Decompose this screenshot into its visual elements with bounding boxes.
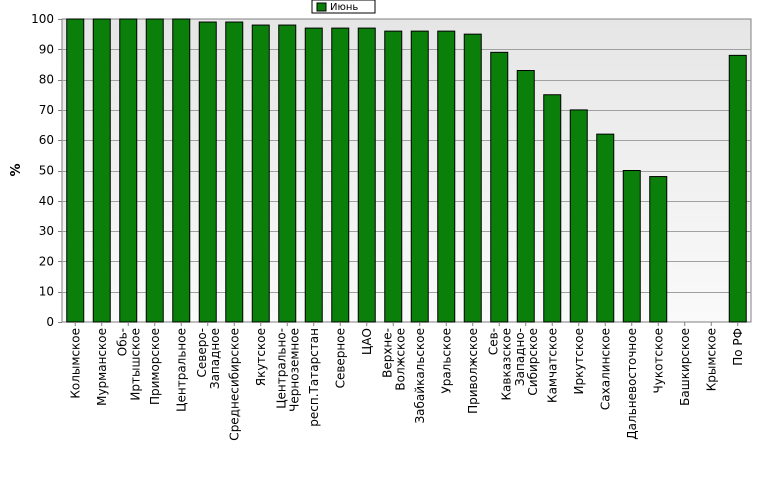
y-tick-label: 100 xyxy=(31,12,54,26)
bar xyxy=(172,18,191,323)
x-tick-label: Приморское xyxy=(148,328,162,405)
x-tick-label: Западно-Сибирское xyxy=(513,328,540,396)
x-tick-label: Дальневосточное xyxy=(625,328,639,440)
legend-swatch xyxy=(316,2,327,12)
bar xyxy=(145,18,164,323)
bar xyxy=(490,51,509,323)
bar xyxy=(66,18,85,323)
x-tick-label: Забайкальское xyxy=(413,328,427,424)
legend-label: Июнь xyxy=(330,2,358,13)
y-tick-label: 40 xyxy=(39,194,54,208)
y-tick-label: 60 xyxy=(39,133,54,147)
x-tick-label: Иркутское xyxy=(572,328,586,395)
bar xyxy=(569,109,588,323)
x-tick-label: Сев-Кавказское xyxy=(486,328,513,401)
x-tick-label: Крымское xyxy=(704,328,718,391)
bars xyxy=(66,18,747,323)
bar xyxy=(92,18,111,323)
x-tick-label: Обь-Иртышское xyxy=(115,328,142,401)
x-tick-label: Северо-Западное xyxy=(195,328,222,389)
y-axis-title: % xyxy=(9,163,24,176)
bar xyxy=(596,133,615,323)
bar xyxy=(463,33,482,323)
bar xyxy=(331,27,350,323)
bar xyxy=(251,24,270,323)
x-tick-label: Уральское xyxy=(439,328,453,394)
x-tick-label: Верхне-Волжское xyxy=(380,328,407,391)
x-tick-label: Северное xyxy=(333,328,347,388)
legend-box xyxy=(311,0,376,14)
x-tick-label: Башкирское xyxy=(678,328,692,406)
y-tick-label: 0 xyxy=(46,315,54,329)
y-tick-label: 10 xyxy=(39,285,54,299)
y-tick-label: 70 xyxy=(39,103,54,117)
x-tick-label: Чукотское xyxy=(651,328,665,393)
x-tick-label: Сахалинское xyxy=(598,328,612,410)
x-axis-labels: Колымское Мурманское Обь-Иртышское Приморск… xyxy=(68,322,745,441)
y-axis-ticks: 0 10 20 30 40 50 60 70 80 90 100 xyxy=(31,12,62,329)
y-tick-label: 30 xyxy=(39,224,54,238)
x-tick-label: Среднесибирское xyxy=(227,328,241,441)
x-tick-label: Камчатское xyxy=(545,328,559,403)
legend: Июнь xyxy=(311,0,376,14)
x-tick-label: ЦАО xyxy=(360,328,374,355)
bar xyxy=(304,27,323,323)
y-tick-label: 90 xyxy=(39,42,54,56)
bar xyxy=(516,70,535,323)
bar xyxy=(410,30,429,323)
bar xyxy=(543,94,562,323)
x-tick-label: респ.Татарстан xyxy=(307,328,321,427)
x-tick-label: Колымское xyxy=(68,328,82,399)
bar xyxy=(357,27,376,323)
x-tick-label: Якутское xyxy=(254,328,268,386)
x-tick-label: Мурманское xyxy=(95,328,109,406)
x-tick-label: Центрально-Черноземное xyxy=(274,328,301,412)
bar xyxy=(119,18,138,323)
bar xyxy=(437,30,456,323)
x-tick-label: По РФ xyxy=(731,328,745,366)
bar xyxy=(384,30,403,323)
x-tick-label: Центральное xyxy=(174,328,188,412)
x-tick-label: Приволжское xyxy=(466,328,480,414)
y-tick-label: 20 xyxy=(39,254,54,268)
y-tick-label: 80 xyxy=(39,73,54,87)
bar xyxy=(278,24,297,323)
bar xyxy=(728,54,747,323)
bar xyxy=(622,170,641,323)
bar xyxy=(198,21,217,323)
y-tick-label: 50 xyxy=(39,164,54,178)
plot-area xyxy=(61,18,752,323)
bar xyxy=(649,176,668,323)
bar xyxy=(225,21,244,323)
